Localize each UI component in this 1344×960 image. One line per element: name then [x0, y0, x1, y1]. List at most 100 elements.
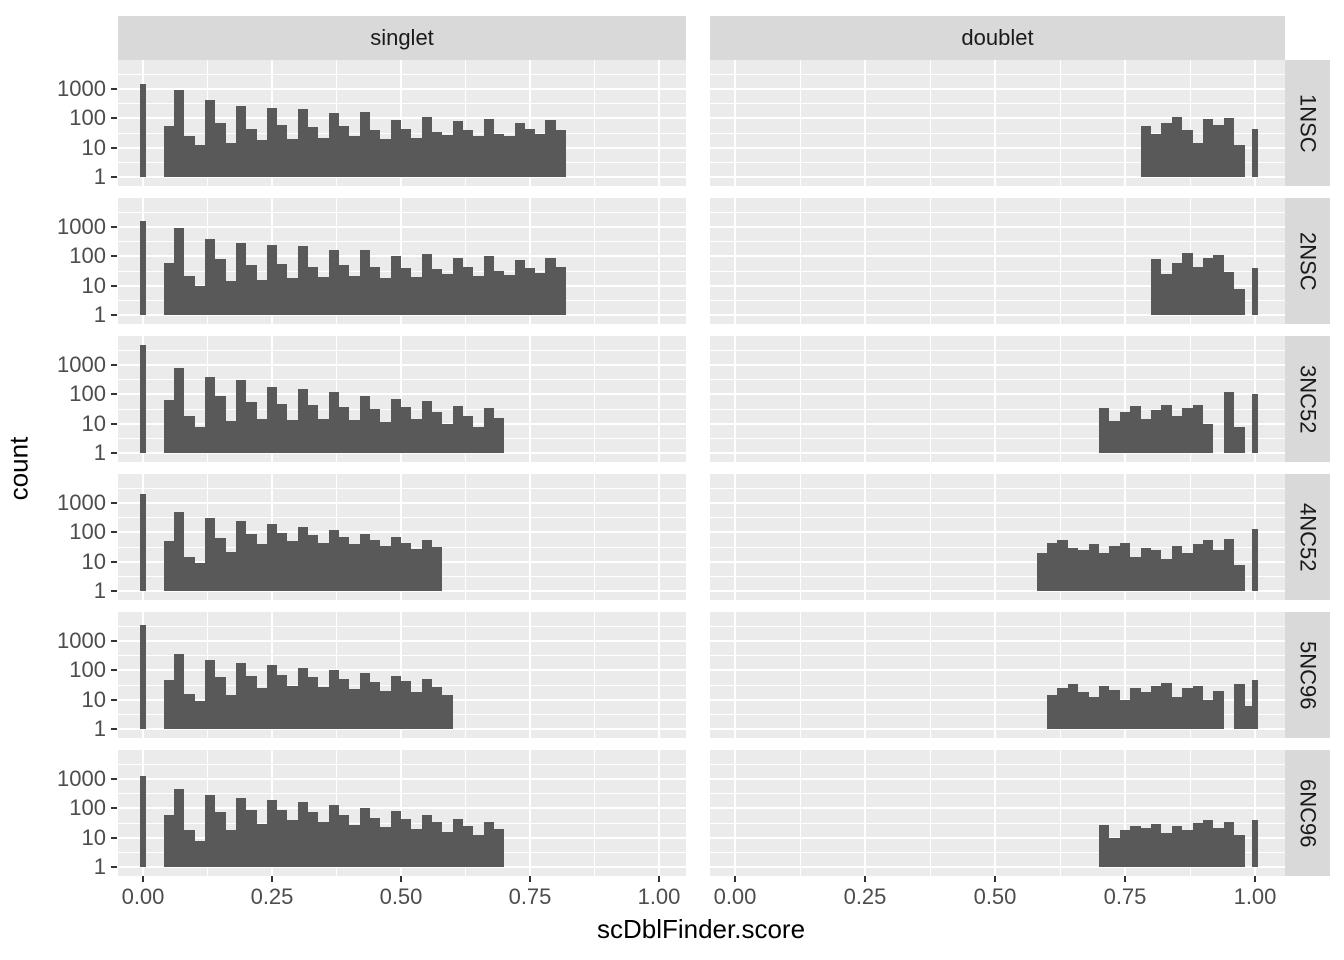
- x-tick-mark: [271, 876, 273, 882]
- histogram-bar: [1151, 550, 1162, 591]
- y-tick-mark: [111, 255, 117, 258]
- histogram-bar: [297, 389, 309, 453]
- histogram-bar: [421, 679, 432, 729]
- histogram-bar: [370, 408, 381, 453]
- histogram-bar: [215, 812, 226, 867]
- histogram-bar: [1203, 699, 1214, 729]
- histogram-bar: [308, 405, 319, 453]
- histogram-bar: [462, 267, 474, 315]
- histogram-bar: [215, 122, 226, 177]
- histogram-bar: [1161, 833, 1172, 867]
- y-tick-label: 10: [81, 686, 106, 712]
- histogram-bar: [431, 268, 443, 315]
- gridline-minor-h: [118, 487, 686, 489]
- y-tick-mark: [111, 807, 117, 810]
- histogram-bar: [1130, 688, 1141, 729]
- histogram-bar: [246, 675, 257, 729]
- histogram-bar: [1171, 697, 1183, 729]
- gridline-major-v: [658, 198, 660, 324]
- histogram-bar: [483, 407, 494, 453]
- x-tick-mark: [400, 876, 402, 882]
- gridline-major-v: [1124, 474, 1126, 600]
- gridline-major-v: [529, 198, 531, 324]
- histogram-bar: [1109, 689, 1120, 729]
- x-tick-label: 0.25: [250, 884, 294, 909]
- histogram-bar: [442, 423, 453, 453]
- gridline-minor-v: [1189, 60, 1191, 186]
- histogram-bar: [380, 826, 391, 867]
- x-tick-mark: [529, 876, 531, 882]
- gridline-major-h: [710, 314, 1285, 316]
- y-tick-mark: [111, 284, 117, 287]
- histogram-bar: [1182, 253, 1193, 315]
- gridline-minor-h: [118, 103, 686, 105]
- histogram-bar: [1109, 837, 1120, 867]
- histogram-bar: [277, 809, 288, 867]
- histogram-bar: [139, 494, 147, 591]
- gridline-major-h: [710, 669, 1285, 672]
- histogram-bar: [1171, 262, 1183, 315]
- gridline-major-v: [994, 474, 996, 600]
- histogram-bar: [328, 250, 340, 315]
- histogram-bar: [1213, 550, 1224, 591]
- histogram-bar: [1223, 392, 1235, 453]
- histogram-bar: [1251, 529, 1259, 591]
- gridline-major-v: [864, 474, 866, 600]
- histogram-bar: [359, 808, 371, 867]
- histogram-bar: [452, 406, 463, 453]
- histogram-bar: [235, 106, 247, 177]
- gridline-minor-h: [710, 379, 1285, 381]
- histogram-bar: [380, 422, 391, 453]
- panel-4NC52-doublet: [710, 474, 1285, 600]
- histogram-bar: [1119, 542, 1131, 591]
- y-tick-label: 10: [81, 272, 106, 298]
- histogram-bar: [308, 676, 319, 729]
- histogram-bar: [163, 679, 174, 729]
- histogram-bar: [339, 679, 350, 729]
- histogram-bar: [139, 83, 147, 177]
- gridline-major-v: [658, 750, 660, 876]
- histogram-bar: [1251, 268, 1259, 315]
- histogram-bar: [194, 840, 205, 867]
- histogram-bar: [390, 675, 401, 729]
- histogram-bar: [287, 685, 298, 729]
- histogram-bar: [297, 668, 309, 729]
- histogram-bar: [163, 814, 174, 867]
- histogram-bar: [349, 544, 360, 591]
- histogram-bar: [225, 421, 236, 453]
- histogram-bar: [1203, 423, 1214, 453]
- gridline-major-h: [710, 807, 1285, 810]
- gridline-major-h: [710, 146, 1285, 149]
- histogram-bar: [483, 256, 494, 315]
- histogram-bar: [390, 811, 401, 867]
- histogram-bar: [504, 135, 515, 177]
- histogram-bar: [318, 418, 329, 453]
- histogram-bar: [287, 278, 298, 315]
- histogram-bar: [349, 688, 360, 729]
- histogram-bar: [1251, 679, 1259, 729]
- histogram-bar: [184, 136, 195, 177]
- histogram-bar: [277, 674, 288, 729]
- histogram-bar: [401, 128, 412, 177]
- histogram-bar: [390, 256, 401, 315]
- histogram-bar: [163, 399, 174, 453]
- gridline-minor-v: [929, 198, 931, 324]
- x-tick-mark: [1124, 876, 1126, 882]
- gridline-major-v: [529, 612, 531, 738]
- histogram-bar: [1109, 421, 1120, 453]
- gridline-minor-h: [710, 211, 1285, 213]
- histogram-bar: [1192, 544, 1203, 591]
- histogram-bar: [204, 518, 216, 591]
- gridline-minor-h: [710, 763, 1285, 765]
- gridline-minor-h: [710, 73, 1285, 75]
- histogram-bar: [431, 131, 443, 177]
- histogram-bar: [473, 136, 484, 177]
- histogram-bar: [349, 420, 360, 453]
- histogram-bar: [256, 688, 267, 729]
- histogram-bar: [225, 694, 236, 729]
- gridline-major-h: [118, 502, 686, 505]
- x-tick-mark: [1254, 876, 1256, 882]
- gridline-minor-h: [118, 625, 686, 627]
- panel-1NSC-singlet: [118, 60, 686, 186]
- gridline-major-v: [864, 612, 866, 738]
